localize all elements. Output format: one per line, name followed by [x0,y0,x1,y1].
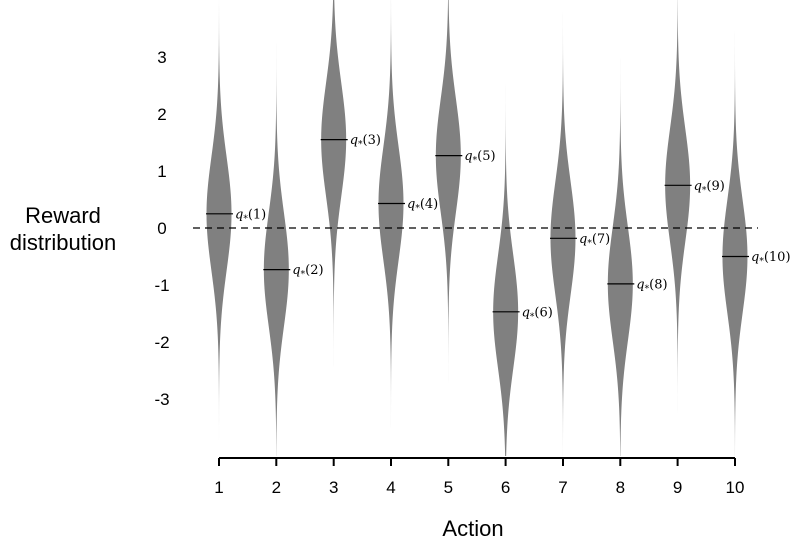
mean-label-subscript: * [243,214,248,224]
mean-label-argument: (2) [305,263,323,278]
mean-label-base: q [350,133,358,148]
y-tick-label: 1 [157,162,166,181]
y-axis-title-line2: distribution [10,230,116,255]
mean-label-subscript: * [702,186,707,196]
violin-action-7 [550,0,576,456]
y-tick-label: -2 [154,333,169,352]
mean-label-action-7: q*(7) [579,232,610,249]
mean-label-argument: (5) [477,149,495,164]
y-tick-label: 3 [157,48,166,67]
mean-label-base: q [464,149,472,164]
violin-action-3 [321,0,347,456]
x-tick-label: 3 [329,478,338,497]
x-axis-title: Action [442,516,503,541]
mean-label-subscript: * [645,284,650,294]
x-tick-label: 10 [726,478,745,497]
mean-label-action-5: q*(5) [464,149,495,166]
mean-label-argument: (8) [649,277,667,292]
mean-label-argument: (10) [764,250,791,265]
mean-label-base: q [292,263,300,278]
mean-label-subscript: * [415,204,420,214]
mean-label-base: q [751,250,759,265]
mean-label-argument: (1) [248,207,266,222]
mean-label-base: q [636,277,644,292]
mean-label-argument: (3) [363,133,381,148]
violin-action-2 [263,0,289,456]
mean-marker-group: q*(1)q*(2)q*(3)q*(4)q*(5)q*(6)q*(7)q*(8)… [206,133,791,322]
x-tick-label: 9 [673,478,682,497]
mean-label-base: q [235,207,243,222]
mean-label-subscript: * [358,140,363,150]
mean-label-action-3: q*(3) [350,133,381,150]
violin-action-8 [607,0,633,456]
y-tick-label: -1 [154,276,169,295]
x-tick-label: 5 [444,478,453,497]
mean-label-action-9: q*(9) [694,179,725,196]
x-tick-label: 1 [214,478,223,497]
mean-label-subscript: * [473,156,478,166]
mean-label-base: q [407,197,415,212]
x-tick-label: 2 [272,478,281,497]
x-axis: 1 2 3 4 5 6 7 8 9 10 [214,457,745,497]
mean-label-subscript: * [587,239,592,249]
mean-label-action-4: q*(4) [407,197,438,214]
y-tick-label: -3 [154,390,169,409]
mean-label-argument: (6) [534,305,552,320]
mean-label-action-2: q*(2) [292,263,323,280]
mean-label-subscript: * [759,257,764,267]
mean-label-subscript: * [301,270,306,280]
mean-label-base: q [694,179,702,194]
y-axis-tick-labels: 3 2 1 0 -1 -2 -3 [154,48,169,409]
mean-label-argument: (9) [706,179,724,194]
mean-label-action-8: q*(8) [636,277,667,294]
mean-label-argument: (4) [420,197,438,212]
y-tick-label: 2 [157,105,166,124]
x-tick-label: 7 [558,478,567,497]
x-tick-label: 6 [501,478,510,497]
mean-label-base: q [579,232,587,247]
y-axis-title-line1: Reward [25,203,101,228]
mean-label-action-1: q*(1) [235,207,266,224]
mean-label-argument: (7) [592,232,610,247]
mean-label-base: q [522,305,530,320]
mean-label-action-6: q*(6) [522,305,553,322]
x-tick-label: 4 [386,478,395,497]
mean-label-subscript: * [530,312,535,322]
x-tick-label: 8 [616,478,625,497]
mean-label-action-10: q*(10) [751,250,791,267]
y-tick-label: 0 [157,219,166,238]
